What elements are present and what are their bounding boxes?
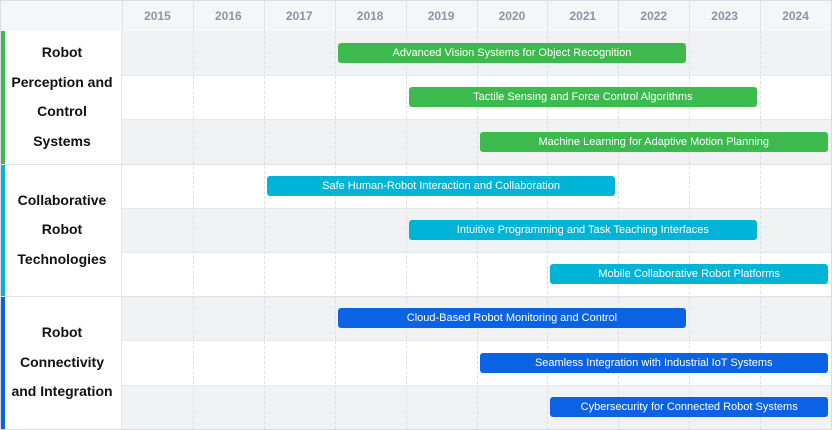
header-separator — [477, 1, 478, 31]
year-label: 2020 — [477, 1, 548, 31]
year-label: 2018 — [335, 1, 406, 31]
task-bar: Advanced Vision Systems for Object Recog… — [338, 43, 687, 63]
task-bar: Intuitive Programming and Task Teaching … — [409, 220, 758, 240]
header-separator — [122, 1, 123, 31]
gridline — [264, 31, 265, 429]
task-bar: Cloud-Based Robot Monitoring and Control — [338, 308, 687, 328]
year-label: 2017 — [264, 1, 335, 31]
group-accent-bar — [1, 296, 5, 429]
header-separator — [406, 1, 407, 31]
gridline — [193, 31, 194, 429]
year-label: 2021 — [547, 1, 618, 31]
task-bar: Seamless Integration with Industrial IoT… — [480, 353, 829, 373]
year-label: 2024 — [760, 1, 831, 31]
gridline — [335, 31, 336, 429]
year-label: 2019 — [406, 1, 477, 31]
header-separator — [689, 1, 690, 31]
group-accent-bar — [1, 31, 5, 164]
group-label: Robot Perception and Control Systems — [1, 31, 121, 164]
task-bar: Tactile Sensing and Force Control Algori… — [409, 87, 758, 107]
group-label: Collaborative Robot Technologies — [1, 164, 121, 297]
year-label: 2015 — [122, 1, 193, 31]
task-bar: Mobile Collaborative Robot Platforms — [550, 264, 828, 284]
gridline — [406, 31, 407, 429]
group-divider — [1, 164, 831, 165]
header-separator — [264, 1, 265, 31]
task-bar: Cybersecurity for Connected Robot System… — [550, 397, 828, 417]
task-bar: Safe Human-Robot Interaction and Collabo… — [267, 176, 616, 196]
header-separator — [618, 1, 619, 31]
year-label: 2022 — [618, 1, 689, 31]
group-divider — [1, 296, 831, 297]
group-accent-bar — [1, 164, 5, 297]
year-label: 2023 — [689, 1, 760, 31]
year-label: 2016 — [193, 1, 264, 31]
header-separator — [193, 1, 194, 31]
year-header: 2015201620172018201920202021202220232024 — [1, 1, 831, 32]
header-separator — [547, 1, 548, 31]
group-label: Robot Connectivity and Integration — [1, 296, 121, 429]
task-bar: Machine Learning for Adaptive Motion Pla… — [480, 132, 829, 152]
header-separator — [335, 1, 336, 31]
header-separator — [760, 1, 761, 31]
